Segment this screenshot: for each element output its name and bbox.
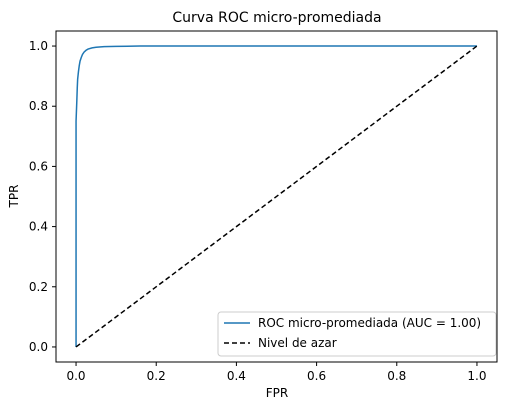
legend-box: [217, 311, 497, 357]
chart-title: Curva ROC micro-promediada: [172, 10, 381, 26]
y-tick-label: 0.4: [29, 220, 48, 234]
legend-label-roc: ROC micro-promediada (AUC = 1.00): [258, 316, 481, 330]
y-tick-label: 0.0: [29, 340, 48, 354]
plot-area: 0.0 0.2 0.4 0.6 0.8 1.0 0.0 0.2 0.4 0.6 0.8 1.0: [29, 30, 498, 383]
legend: ROC micro-promediada (AUC = 1.00) Nivel …: [217, 311, 497, 357]
x-tick-label: 0.4: [227, 369, 246, 383]
x-axis-ticks: 0.0 0.2 0.4 0.6 0.8 1.0: [66, 362, 487, 383]
x-tick-label: 0.2: [147, 369, 166, 383]
y-axis-label: TPR: [7, 185, 21, 209]
roc-curve-line: [75, 45, 477, 347]
chance-diagonal-line: [75, 45, 478, 348]
y-tick-label: 0.8: [29, 99, 48, 113]
y-tick-label: 0.2: [29, 280, 48, 294]
x-tick-label: 0.6: [307, 369, 326, 383]
x-axis-label: FPR: [266, 386, 288, 400]
x-tick-label: 0.8: [387, 369, 406, 383]
x-tick-label: 1.0: [467, 369, 486, 383]
y-tick-label: 0.6: [29, 159, 48, 173]
x-tick-label: 0.0: [66, 369, 85, 383]
y-tick-label: 1.0: [29, 39, 48, 53]
series-layer: [75, 45, 478, 348]
axes-frame: [55, 30, 498, 363]
legend-label-chance: Nivel de azar: [258, 336, 337, 350]
y-axis-ticks: 0.0 0.2 0.4 0.6 0.8 1.0: [29, 39, 56, 354]
